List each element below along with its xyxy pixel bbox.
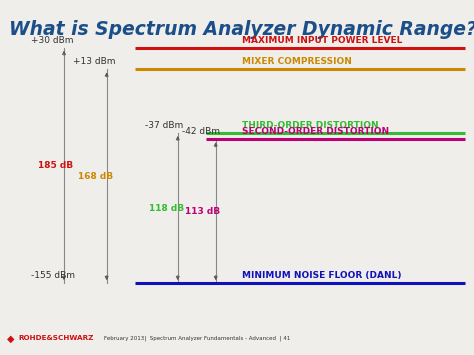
Text: -155 dBm: -155 dBm [31,271,75,280]
Text: SECOND-ORDER DISTORTION: SECOND-ORDER DISTORTION [242,127,389,136]
Text: 185 dB: 185 dB [38,161,73,170]
Text: THIRD-ORDER DISTORTION: THIRD-ORDER DISTORTION [242,121,378,130]
Text: MAXIMUM INPUT POWER LEVEL: MAXIMUM INPUT POWER LEVEL [242,36,402,45]
Text: MINIMUM NOISE FLOOR (DANL): MINIMUM NOISE FLOOR (DANL) [242,271,401,280]
Text: 113 dB: 113 dB [185,207,220,216]
Text: ROHDE&SCHWARZ: ROHDE&SCHWARZ [18,335,93,341]
Text: +13 dBm: +13 dBm [73,57,116,66]
Text: 168 dB: 168 dB [78,172,113,181]
Text: -42 dBm: -42 dBm [182,127,220,136]
Text: 118 dB: 118 dB [149,203,184,213]
Text: What is Spectrum Analyzer Dynamic Range?: What is Spectrum Analyzer Dynamic Range? [9,20,474,39]
Text: MIXER COMPRESSION: MIXER COMPRESSION [242,57,352,66]
Text: February 2013|  Spectrum Analyzer Fundamentals - Advanced  | 41: February 2013| Spectrum Analyzer Fundame… [104,335,291,341]
Text: +30 dBm: +30 dBm [31,36,73,45]
Text: -37 dBm: -37 dBm [145,121,183,130]
Text: ◆: ◆ [7,333,15,343]
